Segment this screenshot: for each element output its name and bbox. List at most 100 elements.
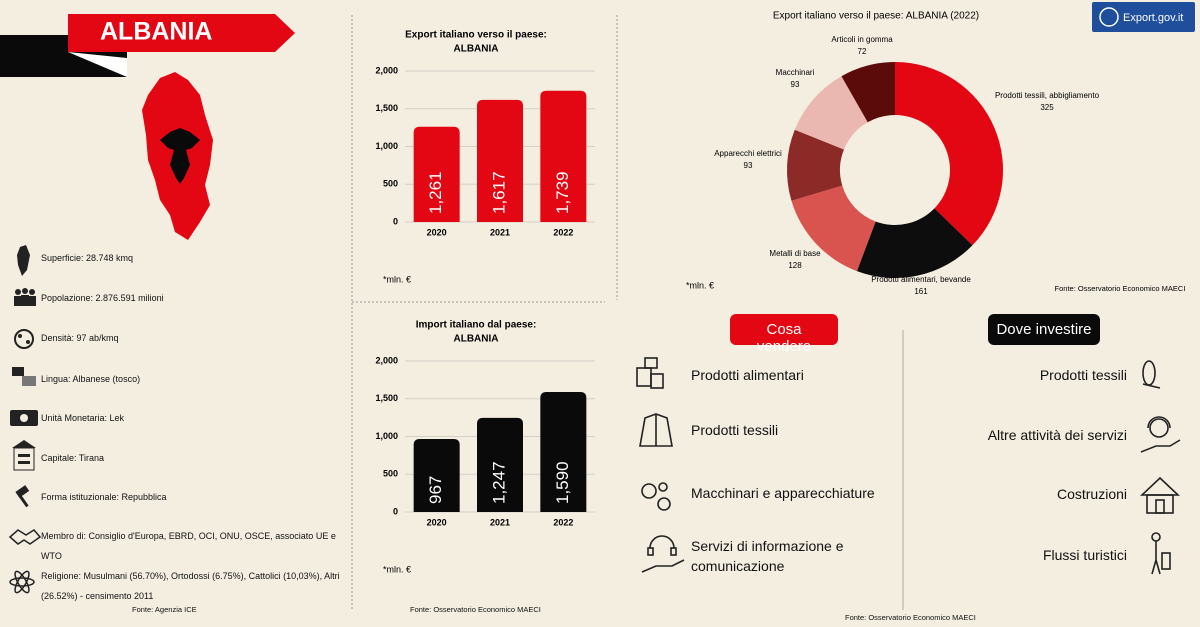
- pie-slice: [791, 185, 876, 272]
- slice-value: 325: [1040, 103, 1054, 112]
- y-tick-label: 2,000: [375, 355, 398, 365]
- x-tick-label: 2022: [553, 517, 573, 527]
- section-badge: [730, 314, 838, 345]
- icon: [12, 367, 36, 386]
- slice-label: Macchinari: [776, 68, 815, 77]
- slice-label: Articoli in gomma: [831, 35, 893, 44]
- y-tick-label: 1,500: [375, 393, 398, 403]
- chart-title: Export italiano verso il paese: ALBANIA …: [773, 11, 979, 22]
- logo-text[interactable]: Export.gov.it: [1123, 12, 1183, 24]
- icon: [14, 288, 36, 306]
- section-title: Cosa vendere: [756, 321, 812, 355]
- icon: [1140, 416, 1181, 453]
- slice-value: 161: [914, 287, 928, 296]
- bar: [540, 391, 587, 512]
- icon: [636, 357, 664, 389]
- header-banner: [68, 14, 295, 52]
- fact-icons: [8, 245, 42, 594]
- slice-label: Apparecchi elettrici: [714, 149, 782, 158]
- icon: [14, 329, 34, 349]
- icon: [15, 485, 30, 508]
- icon: [8, 529, 42, 545]
- value-label: 967: [426, 476, 445, 504]
- bar: [540, 90, 587, 222]
- y-tick-label: 1,000: [375, 431, 398, 441]
- page-title: ALBANIA: [100, 18, 213, 46]
- list-item: Costruzioni: [1056, 486, 1127, 502]
- pie-slice: [895, 62, 1004, 246]
- icon: [1139, 476, 1181, 514]
- fact-text: Densità: 97 ab/kmq: [41, 333, 119, 343]
- pie-slice: [856, 208, 973, 278]
- pie-slice: [794, 76, 868, 150]
- list-item: Prodotti tessili: [691, 422, 779, 438]
- bar: [413, 126, 460, 222]
- bar: [477, 99, 523, 222]
- value-label: 1,739: [553, 171, 572, 214]
- value-label: 1,247: [489, 461, 508, 504]
- slice-value: 93: [791, 80, 800, 89]
- note: *mln. €: [686, 280, 714, 290]
- chart-title: Export italiano verso il paese:: [405, 30, 547, 41]
- source-note: Fonte: Agenzia ICE: [132, 605, 197, 614]
- chart-subtitle: ALBANIA: [454, 44, 499, 55]
- icon: [10, 410, 38, 426]
- fact-text: Superficie: 28.748 kmq: [41, 253, 134, 263]
- source-note: Fonte: Osservatorio Economico MAECI: [1055, 284, 1186, 293]
- bar: [413, 438, 460, 512]
- x-tick-label: 2020: [427, 517, 447, 527]
- slice-value: 128: [788, 261, 802, 270]
- icon: [639, 413, 673, 447]
- section-title: Dove investire: [996, 321, 1092, 338]
- fact-text: Lingua: Albanese (tosco): [41, 374, 141, 384]
- source-note: Fonte: Osservatorio Economico MAECI: [845, 613, 976, 622]
- source-note: Fonte: Osservatorio Economico MAECI: [410, 605, 541, 614]
- slice-label: Metalli di base: [769, 249, 821, 258]
- icon: [9, 570, 35, 594]
- note: *mln. €: [383, 274, 411, 284]
- y-tick-label: 0: [393, 216, 398, 226]
- icon: [1142, 360, 1161, 389]
- x-tick-label: 2021: [490, 227, 510, 237]
- y-tick-label: 0: [393, 506, 398, 516]
- y-tick-label: 500: [383, 179, 398, 189]
- list-item: Altre attività dei servizi: [987, 427, 1127, 443]
- list-item: Flussi turistici: [1042, 547, 1127, 563]
- fact-text: Popolazione: 2.876.591 milioni: [41, 293, 164, 303]
- pie-slice: [841, 62, 895, 123]
- logo-emblem: [1099, 7, 1119, 27]
- list-item: Macchinari e apparecchiature: [691, 485, 875, 501]
- y-tick-label: 1,500: [375, 103, 398, 113]
- x-tick-label: 2020: [427, 227, 447, 237]
- icon: [641, 535, 685, 573]
- header-cut: [68, 52, 127, 77]
- slice-label: Prodotti alimentari, bevande: [871, 275, 971, 284]
- list-item: Servizi di informazione e comunicazione: [691, 538, 844, 574]
- icon: [12, 440, 36, 471]
- y-tick-label: 1,000: [375, 141, 398, 151]
- logo-box[interactable]: [1092, 2, 1195, 32]
- x-tick-label: 2022: [553, 227, 573, 237]
- fact-text: Forma istituzionale: Repubblica: [41, 492, 167, 502]
- y-tick-label: 2,000: [375, 65, 398, 75]
- value-label: 1,590: [553, 461, 572, 504]
- slice-label: Prodotti tessili, abbigliamento: [995, 91, 1100, 100]
- fact-text: Capitale: Tirana: [41, 453, 105, 463]
- icon: [17, 245, 30, 276]
- list-item: Prodotti alimentari: [691, 367, 804, 383]
- value-label: 1,617: [489, 171, 508, 214]
- fact-text: Religione: Musulmani (56.70%), Ortodossi…: [41, 571, 340, 601]
- section-badge: [988, 314, 1100, 345]
- bar: [477, 417, 523, 512]
- slice-value: 72: [858, 47, 867, 56]
- fact-text: Membro di: Consiglio d'Europa, EBRD, OCI…: [41, 531, 336, 561]
- slice-value: 93: [744, 161, 753, 170]
- y-tick-label: 500: [383, 469, 398, 479]
- x-tick-label: 2021: [490, 517, 510, 527]
- pie-slice: [787, 129, 844, 201]
- chart-title: Import italiano dal paese:: [416, 320, 537, 331]
- fact-text: Unità Monetaria: Lek: [41, 413, 125, 423]
- list-item: Prodotti tessili: [1039, 367, 1127, 383]
